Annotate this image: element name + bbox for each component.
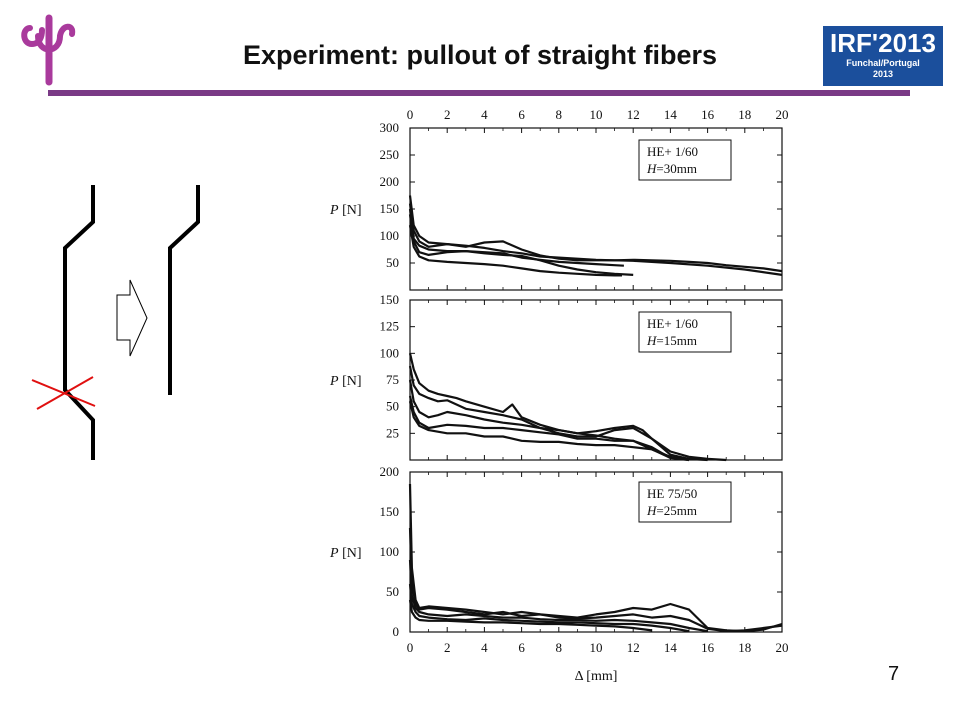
y-tick-label: 150: [380, 201, 400, 216]
transition-arrow-icon: [116, 279, 148, 357]
y-tick-label: 75: [386, 372, 399, 387]
x-tick-label: 0: [407, 107, 414, 122]
y-axis-label: P [N]: [329, 374, 362, 389]
y-tick-label: 50: [386, 584, 399, 599]
x-tick-label: 4: [481, 640, 488, 655]
x-tick-label: 6: [518, 640, 525, 655]
y-tick-label: 50: [386, 399, 399, 414]
y-tick-label: 200: [380, 464, 400, 479]
y-tick-label: 300: [380, 120, 400, 135]
legend-label: H=30mm: [646, 161, 697, 176]
series-line: [408, 395, 690, 462]
x-tick-label: 20: [776, 640, 789, 655]
legend-label: H=15mm: [646, 333, 697, 348]
x-tick-label: 20: [776, 107, 789, 122]
title-divider: [48, 90, 910, 96]
y-tick-label: 125: [380, 319, 400, 334]
y-tick-label: 150: [380, 504, 400, 519]
y-axis-label: P [N]: [329, 546, 362, 561]
slide-title: Experiment: pullout of straight fibers: [242, 40, 718, 70]
x-tick-label: 0: [407, 640, 414, 655]
x-tick-label: 18: [738, 107, 751, 122]
y-tick-label: 25: [386, 425, 399, 440]
x-tick-label: 10: [590, 107, 603, 122]
legend-box: [638, 139, 732, 181]
series-line: [408, 401, 671, 459]
legend-label: HE 75/50: [647, 486, 697, 501]
x-tick-label: 16: [701, 640, 715, 655]
y-tick-label: 100: [380, 345, 400, 360]
legend-box: [638, 311, 732, 353]
page-number: 7: [888, 663, 900, 685]
chart-he-1-60-h30: 0 2 4 6 8 10 12 14 16 18 20 50 100 150 200 250 300 P [N] H…: [329, 107, 789, 291]
y-tick-label: 100: [380, 228, 400, 243]
straight-fiber-after: [168, 185, 200, 395]
legend-label: HE+ 1/60: [647, 144, 698, 159]
x-tick-label: 14: [664, 107, 678, 122]
y-tick-label: 100: [380, 544, 400, 559]
x-tick-label: 6: [518, 107, 525, 122]
series-line: [408, 365, 708, 462]
x-tick-label: 16: [701, 107, 715, 122]
hooked-fiber-before: [63, 185, 95, 460]
y-tick-label: 0: [393, 624, 400, 639]
conference-logo-year: 2013: [872, 69, 894, 79]
conference-logo-place: Funchal/Portugal: [846, 58, 920, 68]
x-tick-label: 4: [481, 107, 488, 122]
legend-label: HE+ 1/60: [647, 316, 698, 331]
x-tick-label: 8: [556, 107, 563, 122]
series-line: [408, 214, 634, 276]
legend-label: H=25mm: [646, 503, 697, 518]
fracture-cross-mark-b: [36, 376, 94, 410]
series-line: [408, 527, 783, 633]
x-tick-label: 14: [664, 640, 678, 655]
chart-he-1-60-h15: 25 50 75 100 125 150 P [N] HE+ 1/60 H=15mm: [329, 292, 783, 462]
legend-box: [638, 481, 732, 523]
y-tick-label: 200: [380, 174, 400, 189]
series-line: [408, 599, 652, 632]
series-line: [408, 225, 622, 277]
psi-logo-icon: [21, 14, 76, 86]
x-tick-label: 2: [444, 640, 451, 655]
conference-logo-name: IRF'2013: [830, 28, 936, 58]
series-line: [408, 583, 690, 633]
series-line: [408, 208, 624, 267]
x-tick-label: 8: [556, 640, 563, 655]
x-tick-label: 2: [444, 107, 451, 122]
y-tick-label: 50: [386, 255, 399, 270]
x-tick-label: 12: [627, 640, 640, 655]
x-tick-label: 18: [738, 640, 751, 655]
y-tick-label: 250: [380, 147, 400, 162]
x-tick-label: 12: [627, 107, 640, 122]
fiber-pullout-sketch: [31, 185, 200, 460]
series-line: [408, 203, 783, 273]
x-axis-label: Δ [mm]: [575, 669, 618, 684]
x-tick-label: 10: [590, 640, 603, 655]
conference-logo: IRF'2013 Funchal/Portugal 2013: [823, 26, 943, 86]
y-axis-label: P [N]: [329, 203, 362, 218]
series-line: [408, 559, 708, 633]
y-tick-label: 150: [380, 292, 400, 307]
